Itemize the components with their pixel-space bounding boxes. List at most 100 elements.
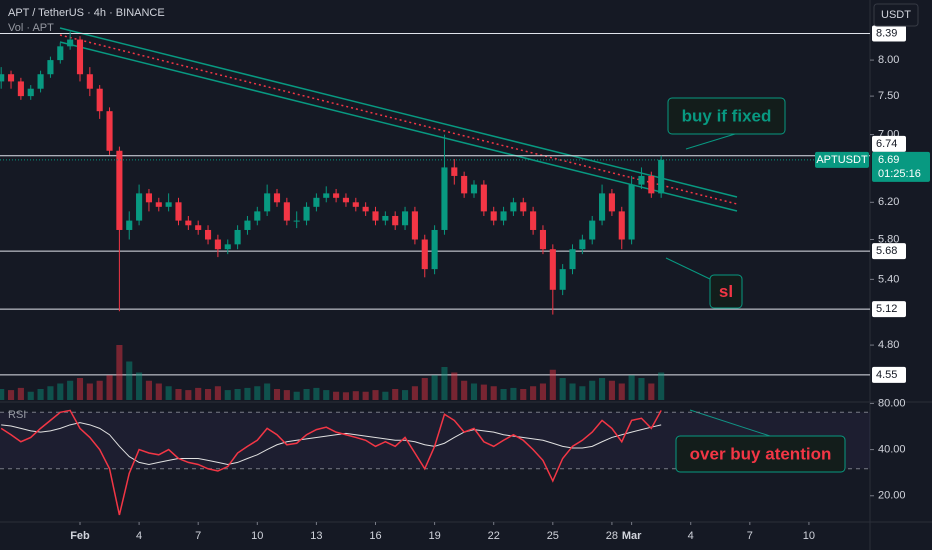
volume-bar xyxy=(27,391,34,400)
candle-body xyxy=(273,193,281,203)
volume-bar xyxy=(185,390,192,400)
volume-bar xyxy=(342,392,350,400)
volume-bar xyxy=(195,387,202,400)
volume-bar xyxy=(106,375,113,400)
candle-body xyxy=(421,239,428,270)
candle-body xyxy=(224,244,231,250)
volume-bar xyxy=(264,383,271,400)
symbol-label: APTUSDT xyxy=(816,154,868,166)
rsi-line xyxy=(0,409,662,516)
y-tick-label: 5.80 xyxy=(878,233,899,245)
volume-bar xyxy=(451,372,458,400)
volume-bar xyxy=(530,386,537,400)
rsi-title: RSI xyxy=(8,409,26,421)
candle-body xyxy=(116,150,123,230)
volume-bar xyxy=(549,369,556,400)
candle-body xyxy=(461,175,468,194)
level-label-bg xyxy=(872,243,906,260)
candle-body xyxy=(628,184,635,240)
annotation-pointer xyxy=(665,257,713,281)
volume-bar xyxy=(204,389,212,400)
candle-body xyxy=(480,184,487,212)
volume-bar xyxy=(17,387,24,400)
volume-bar xyxy=(589,380,596,400)
candle-body xyxy=(37,74,44,89)
volume-bar xyxy=(569,383,576,400)
level-label: 8.39 xyxy=(876,27,897,39)
y-tick-label: 7.50 xyxy=(878,90,899,102)
candle-body xyxy=(402,211,409,226)
trendline-mid xyxy=(59,34,738,205)
rsi-tick-label: 20.00 xyxy=(878,490,906,502)
candle-body xyxy=(333,193,340,198)
volume-bar xyxy=(37,389,44,400)
volume-bar xyxy=(608,380,615,400)
volume-bar xyxy=(175,389,182,400)
x-tick-label: 4 xyxy=(136,530,142,542)
candle-body xyxy=(145,193,152,203)
volume-bar xyxy=(648,383,655,400)
candle-body xyxy=(549,249,556,290)
candle-body xyxy=(589,220,596,240)
candle-body xyxy=(0,74,5,82)
last-price-bg xyxy=(872,151,930,182)
candle-body xyxy=(264,193,271,212)
currency-button[interactable] xyxy=(873,3,919,27)
level-label-bg xyxy=(872,366,906,383)
volume-bar xyxy=(618,383,625,400)
candle-body xyxy=(490,211,497,221)
rsi-tick-label: 40.00 xyxy=(878,443,906,455)
candle-body xyxy=(204,229,212,240)
candle-body xyxy=(254,211,261,221)
volume-title: Vol · APT xyxy=(8,22,54,34)
volume-bar xyxy=(628,375,635,400)
trendline-lower xyxy=(59,41,738,212)
volume-bar xyxy=(116,345,123,400)
candle-body xyxy=(500,211,507,221)
volume-bar xyxy=(461,380,468,400)
volume-bar xyxy=(599,378,606,400)
candle-body xyxy=(648,175,655,194)
candle-body xyxy=(539,229,547,250)
countdown-label: 01:25:16 xyxy=(878,168,921,180)
y-tick-label: 6.20 xyxy=(878,196,899,208)
volume-bar xyxy=(224,390,231,400)
volume-bar xyxy=(155,383,162,400)
candle-body xyxy=(530,211,537,230)
candle-body xyxy=(411,211,418,240)
volume-bar xyxy=(283,390,290,400)
annotation-pointer xyxy=(689,409,771,437)
volume-bar xyxy=(579,386,586,400)
candle-body xyxy=(441,167,448,230)
candle-body xyxy=(323,193,330,198)
volume-bar xyxy=(234,389,241,400)
volume-bar xyxy=(273,389,281,400)
volume-bar xyxy=(352,391,359,400)
x-tick-label: 22 xyxy=(488,530,500,542)
x-tick-label: 10 xyxy=(803,530,815,542)
annotation-box xyxy=(675,435,846,473)
volume-bar xyxy=(7,390,15,400)
x-tick-label: 19 xyxy=(428,530,440,542)
y-tick-label: 8.00 xyxy=(878,54,899,66)
annotation-pointer xyxy=(685,133,736,150)
level-label-bg xyxy=(872,25,906,42)
annotation-box xyxy=(709,274,743,309)
volume-bar xyxy=(254,386,261,400)
x-tick-label: 7 xyxy=(747,530,753,542)
volume-bar xyxy=(136,372,143,400)
volume-bar xyxy=(293,391,300,400)
candle-body xyxy=(382,215,389,221)
candle-body xyxy=(47,60,54,75)
currency-label[interactable]: USDT xyxy=(881,9,911,21)
marks: 4.805.405.806.207.007.508.0020.0040.0080… xyxy=(0,25,930,542)
volume-bar xyxy=(520,389,527,400)
volume-bar xyxy=(165,386,172,400)
candle-body xyxy=(234,229,241,245)
volume-bar xyxy=(470,383,478,400)
volume-bar xyxy=(658,372,665,400)
chart-title: APT / TetherUS · 4h · BINANCE xyxy=(8,7,165,19)
trendline-upper xyxy=(59,27,738,198)
